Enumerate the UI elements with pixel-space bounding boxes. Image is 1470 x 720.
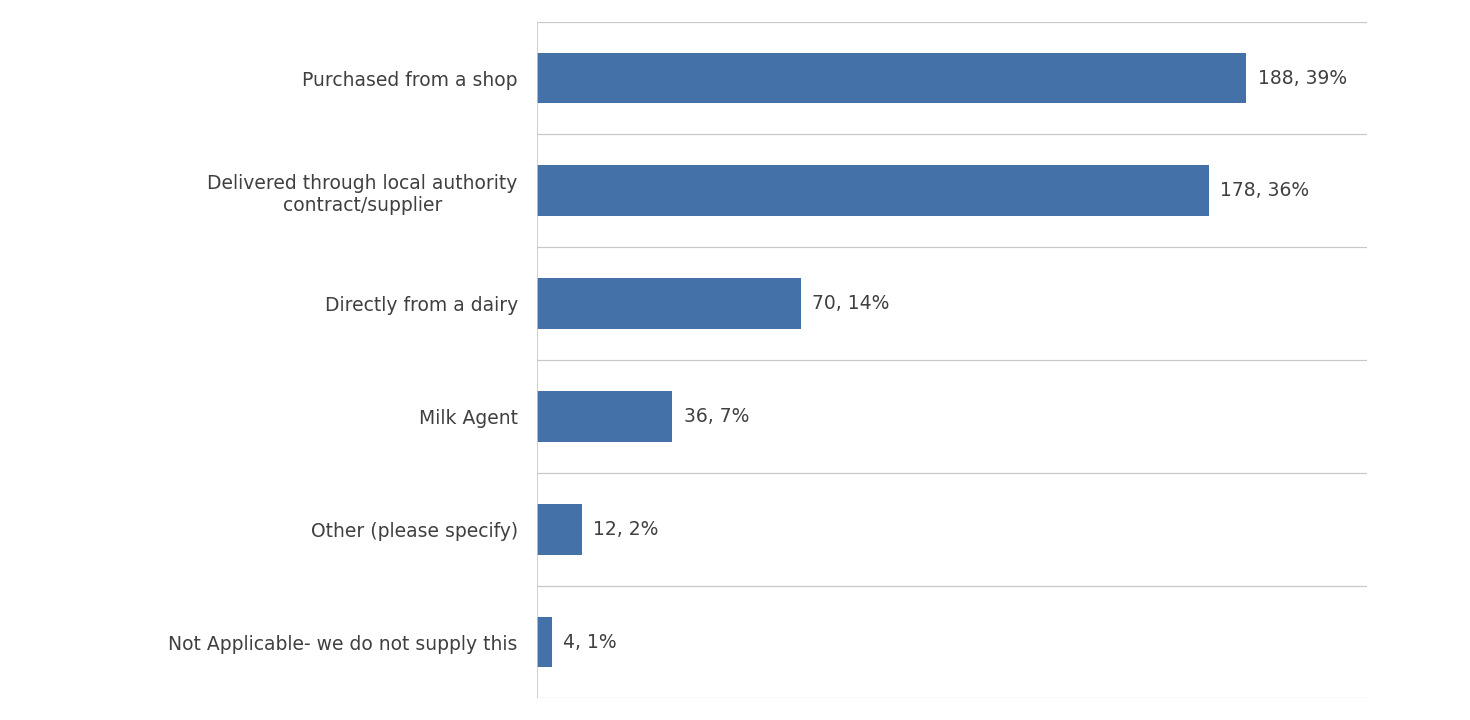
Bar — [537, 278, 801, 329]
Text: 36, 7%: 36, 7% — [684, 407, 750, 426]
Bar — [537, 504, 582, 554]
Bar — [537, 616, 551, 667]
Text: 178, 36%: 178, 36% — [1220, 181, 1308, 200]
Bar — [537, 391, 672, 442]
Text: 70, 14%: 70, 14% — [811, 294, 889, 313]
Text: 12, 2%: 12, 2% — [594, 520, 659, 539]
Text: 4, 1%: 4, 1% — [563, 632, 616, 652]
Bar — [537, 166, 1208, 216]
Bar — [537, 53, 1247, 104]
Text: 188, 39%: 188, 39% — [1258, 68, 1347, 88]
